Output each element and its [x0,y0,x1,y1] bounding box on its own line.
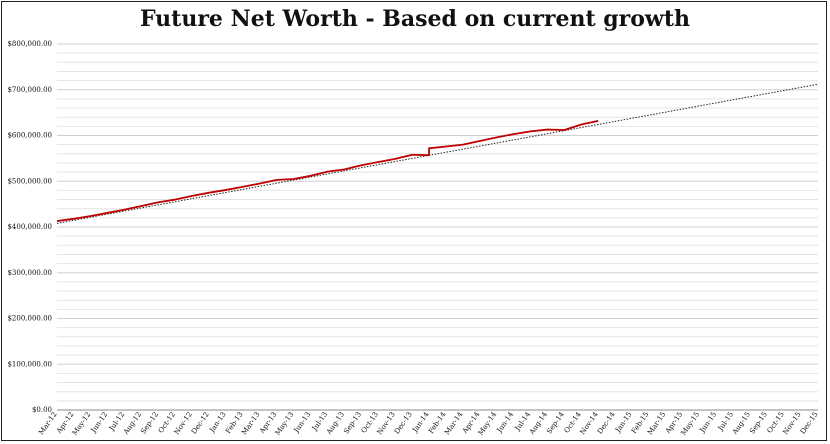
x-tick-label: Aug-14 [527,410,549,437]
x-tick-label: Jun-15 [698,411,718,435]
y-tick-label: $700,000.00 [7,86,52,94]
x-tick-label: Dec-15 [799,411,820,436]
x-tick-label: Dec-14 [596,410,617,435]
x-tick-label: Dec-12 [190,411,211,436]
y-tick-label: $400,000.00 [7,223,52,231]
y-tick-label: $300,000.00 [7,269,52,277]
x-tick-label: Jun-12 [89,411,109,435]
y-tick-label: $500,000.00 [7,177,52,185]
y-tick-label: $100,000.00 [7,360,52,368]
x-tick-label: Mar-12 [37,411,58,437]
x-tick-label: Dec-13 [393,411,414,436]
net-worth-line [56,119,599,222]
x-tick-label: Sep-15 [748,411,769,436]
x-tick-label: Jun-14 [495,410,516,435]
x-tick-label: Mar-14 [443,410,465,436]
chart-title: Future Net Worth - Based on current grow… [139,6,691,32]
x-tick-label: Sep-12 [139,411,160,436]
x-tick-label: Sep-13 [342,411,363,436]
y-tick-label: $0.00 [32,406,52,414]
x-tick-label: Sep-14 [545,410,566,435]
y-tick-label: $200,000.00 [7,315,52,323]
x-tick-label: Jun-13 [292,411,312,435]
y-tick-label: $800,000.00 [7,40,52,48]
y-tick-label: $600,000.00 [7,132,52,140]
